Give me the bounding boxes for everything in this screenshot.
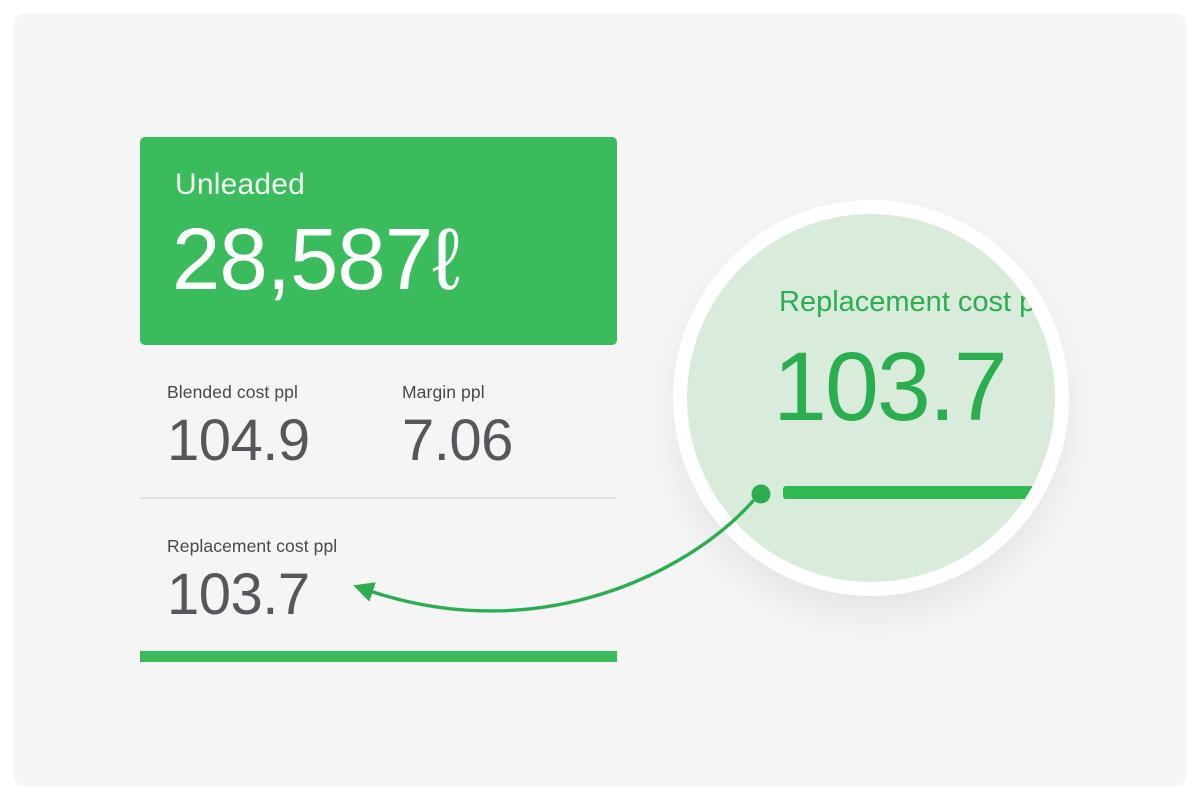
stat-margin-label: Margin ppl xyxy=(402,382,485,402)
stat-blended-cost-label: Blended cost ppl xyxy=(167,382,298,402)
magnifier-circle: Replacement cost ppl 103.7 xyxy=(687,214,1055,582)
stat-margin: Margin ppl 7.06 xyxy=(402,382,513,470)
magnified-accent-bar xyxy=(783,486,1055,499)
fuel-volume-value: 28,587ℓ xyxy=(172,211,460,308)
card-accent-bar xyxy=(140,651,617,662)
fuel-tile-unleaded: Unleaded 28,587ℓ xyxy=(140,137,617,345)
stat-replacement-cost-label: Replacement cost ppl xyxy=(167,536,338,556)
stat-blended-cost: Blended cost ppl 104.9 xyxy=(167,382,310,470)
magnified-replacement-value: 103.7 xyxy=(773,332,1008,441)
stat-blended-cost-value: 104.9 xyxy=(167,408,310,473)
stat-replacement-cost: Replacement cost ppl 103.7 xyxy=(167,536,337,624)
magnified-replacement-label: Replacement cost ppl xyxy=(779,286,1055,318)
stat-margin-value: 7.06 xyxy=(402,408,513,473)
divider xyxy=(140,497,617,499)
stat-replacement-cost-value: 103.7 xyxy=(167,562,310,627)
fuel-type-label: Unleaded xyxy=(175,168,306,201)
